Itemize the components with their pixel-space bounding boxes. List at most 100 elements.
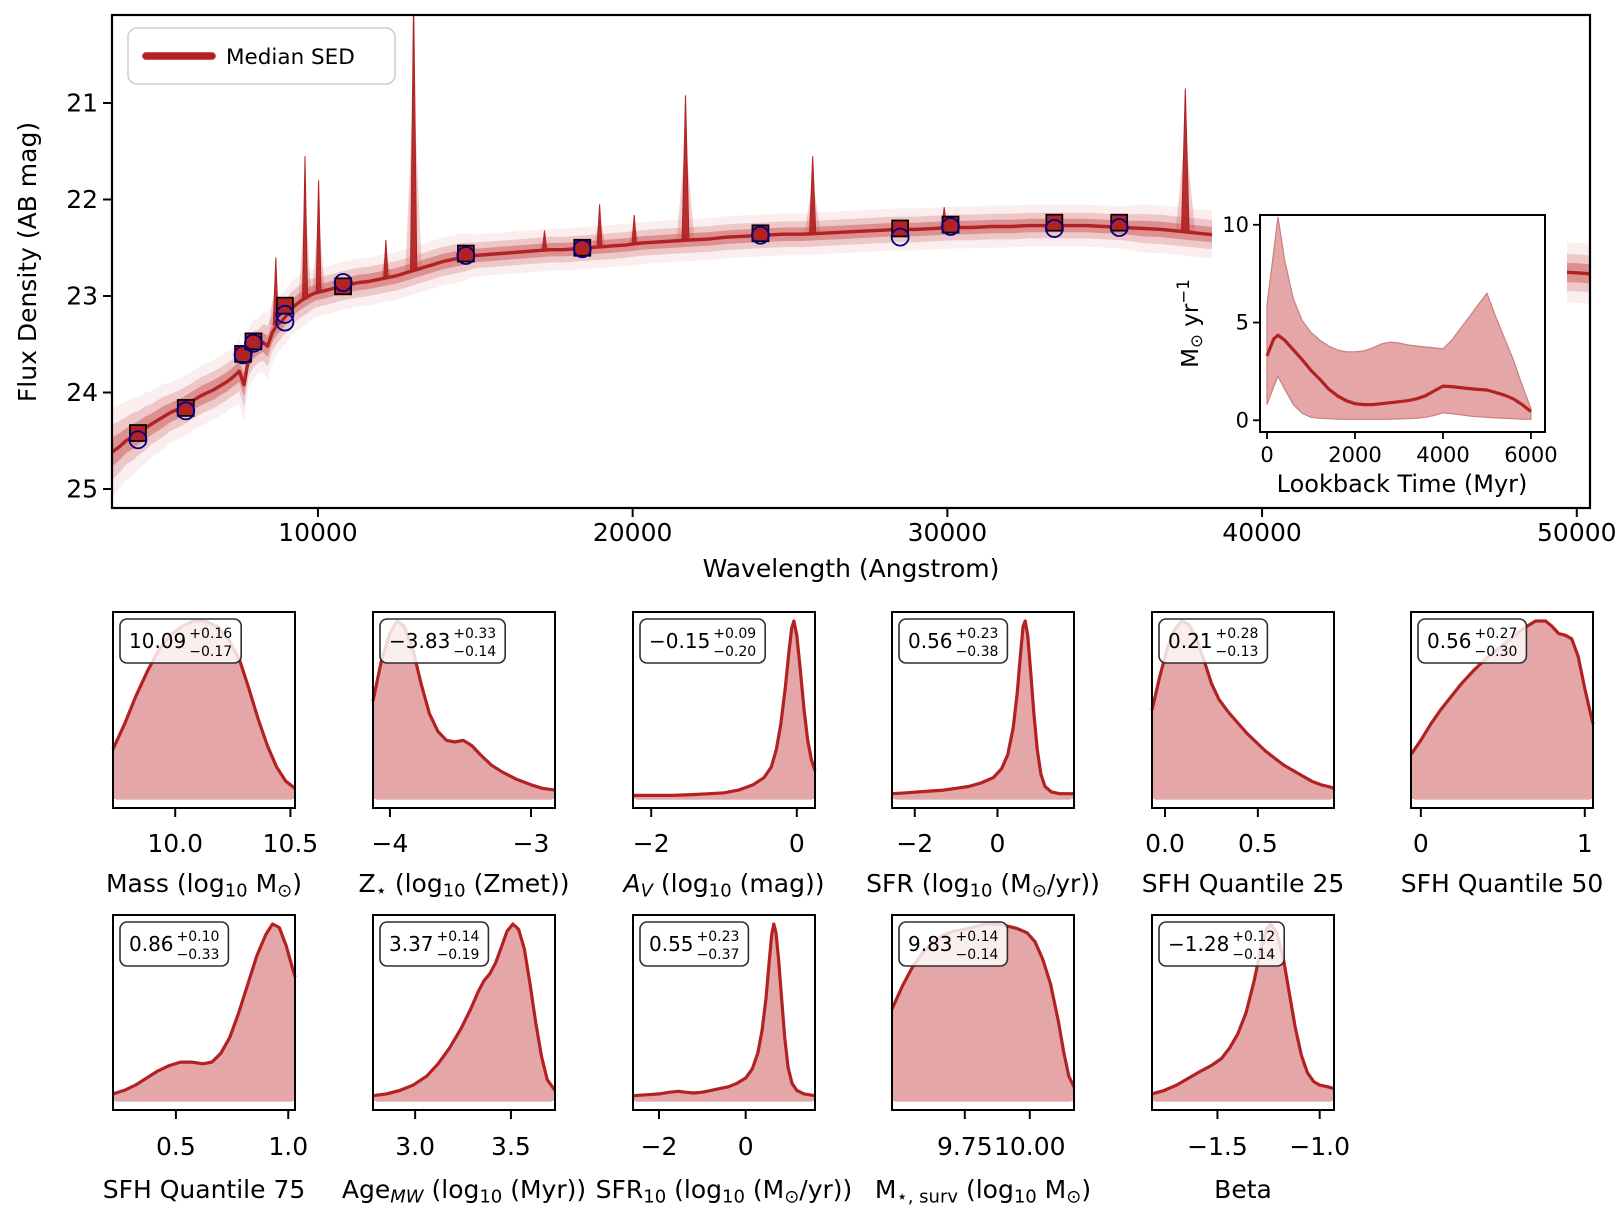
annotation-box (119, 618, 242, 664)
sed-xtick-label: 20000 (593, 518, 673, 547)
panel-axes-box (372, 914, 556, 1111)
emission-spike-6 (596, 204, 603, 248)
panel-axes-box (1151, 914, 1335, 1111)
sed-xtick-label: 30000 (908, 518, 988, 547)
posterior-panel-m_surv: 9.83 +0.14 −0.14 9.75 10.00 M⋆, surv (log10 M… (875, 914, 1091, 1208)
kde-fill (373, 924, 555, 1101)
panel-xtick-label: 3.0 (395, 1132, 435, 1161)
annotation-value: −0.15 (649, 629, 710, 653)
panel-xtick-label: 10.00 (994, 1132, 1066, 1161)
annotation-minus: −0.14 (956, 947, 999, 963)
annotation-minus: −0.13 (1216, 644, 1259, 660)
kde-curve (112, 922, 297, 1096)
posterior-panel-sfr: 0.56 +0.23 −0.38 −2 0 SFR (log10 (M⊙/yr)) (866, 611, 1100, 902)
panel-axis-label-sfh_q75: SFH Quantile 75 (103, 1175, 306, 1204)
inset-ylabel: M⊙ yr−1 (1174, 279, 1206, 368)
emission-spike-2 (315, 180, 322, 293)
observed-photometry-marker-6 (333, 273, 353, 292)
sfh-uncertainty-band (1266, 216, 1532, 420)
kde-fill (113, 621, 295, 799)
sed-ytick-label: 25 (66, 474, 98, 503)
observed-photometry-marker-9 (751, 225, 770, 245)
annotation-value: 0.86 (129, 932, 174, 956)
model-photometry-marker-5 (334, 277, 352, 296)
annotation-box (119, 921, 230, 967)
annotation-plus: +0.27 (1475, 626, 1518, 642)
observed-photometry-marker-4 (275, 304, 295, 324)
annotation-value: 0.21 (1168, 629, 1213, 653)
observed-photometry-marker-12 (1044, 219, 1064, 238)
panel-axis-label-zstar: Z⋆ (log10 (Zmet)) (358, 869, 569, 902)
kde-curve (632, 922, 816, 1098)
panel-axes-box (112, 611, 296, 809)
observed-photometry-marker-0 (128, 430, 148, 450)
sed-ytick-label: 21 (66, 89, 98, 118)
annotation-minus: −0.20 (713, 644, 756, 660)
sed-xtick-label: 40000 (1222, 518, 1302, 547)
kde-fill (373, 621, 555, 799)
inset-ytick-label: 5 (1236, 311, 1249, 335)
annotation-plus: +0.12 (1232, 929, 1275, 945)
posterior-panel-beta: −1.28 +0.12 −0.14 −1.5 −1.0 Beta (1151, 914, 1350, 1204)
annotation-value: −1.28 (1168, 932, 1229, 956)
inset-plot-area (1265, 216, 1532, 420)
panel-xtick-label: −2 (633, 829, 670, 858)
panel-axes-box (891, 611, 1075, 809)
panel-axis-label-age_mw: AgeMW (log10 (Myr)) (342, 1175, 586, 1208)
inset-ytick-label: 0 (1236, 408, 1249, 432)
sfh-median-line (1265, 333, 1532, 413)
annotation-minus: −0.33 (177, 947, 220, 963)
kde-fill (892, 621, 1074, 799)
panel-xtick-label: 3.5 (491, 1132, 531, 1161)
annotation-box (898, 921, 1009, 967)
annotation-value: 0.56 (908, 629, 953, 653)
sed-ytick-label: 23 (66, 281, 98, 310)
posterior-panel-age_mw: 3.37 +0.14 −0.19 3.0 3.5 AgeMW (log10 (Myr)) (342, 914, 586, 1208)
annotation-box (1417, 618, 1528, 664)
sed-ytick-label: 24 (66, 378, 98, 407)
inset-ytick-label: 10 (1222, 213, 1249, 237)
panel-axes-box (112, 914, 296, 1111)
inset-xtick-label: 2000 (1328, 443, 1381, 467)
panel-axis-label-m_surv: M⋆, surv (log10 M⊙) (875, 1175, 1091, 1208)
panel-xtick-label: −3 (513, 829, 550, 858)
panel-axes-box (372, 611, 556, 809)
panel-xtick-label: 0 (990, 829, 1006, 858)
sed-axes-box (110, 13, 1592, 510)
kde-curve (891, 619, 1074, 796)
sfh-inset: 0 2000 4000 6000 0 5 10 M⊙ yr−1 (1174, 207, 1567, 467)
inset-xlabel: Lookback Time (Myr) (1277, 470, 1528, 498)
panel-xtick-label: −4 (372, 829, 409, 858)
panel-xtick-label: 10.5 (263, 829, 319, 858)
annotation-box (1158, 618, 1269, 664)
posterior-panel-sfh_q25: 0.21 +0.28 −0.13 0.0 0.5 SFH Quantile 25 (1142, 611, 1344, 898)
model-photometry-marker-0 (129, 424, 147, 442)
annotation-minus: −0.19 (437, 947, 480, 963)
panel-axes-box (891, 914, 1075, 1111)
panel-axis-label-sfr10: SFR10 (log10 (M⊙/yr)) (596, 1175, 853, 1208)
legend-label: Median SED (226, 45, 355, 70)
panel-xtick-label: 1.0 (268, 1132, 308, 1161)
posterior-panel-av: −0.15 +0.09 −0.20 −2 0 AV (log10 (mag)) (622, 611, 824, 902)
posterior-panel-sfh_q75: 0.86 +0.10 −0.33 0.5 1.0 SFH Quantile 75 (103, 914, 308, 1204)
model-photometry-marker-11 (1045, 213, 1064, 232)
inset-xtick-label: 4000 (1416, 443, 1469, 467)
annotation-value: 10.09 (129, 629, 186, 653)
panel-xtick-label: 10.0 (147, 829, 203, 858)
panel-xtick-label: 0.5 (1238, 829, 1278, 858)
observed-photometry-marker-10 (890, 227, 910, 247)
panel-xtick-label: 0 (738, 1132, 754, 1161)
panel-axis-label-sfh_q50: SFH Quantile 50 (1401, 869, 1604, 898)
observed-photometry-marker-8 (572, 239, 592, 259)
observed-photometry-marker-7 (456, 246, 476, 265)
annotation-box (379, 921, 490, 967)
annotation-value: 9.83 (908, 932, 953, 956)
annotation-box (639, 618, 766, 664)
annotation-minus: −0.37 (697, 947, 740, 963)
emission-spike-3 (383, 239, 389, 279)
observed-photometry-marker-1 (176, 401, 196, 421)
emission-spike-7 (631, 214, 637, 245)
annotation-box (898, 618, 1009, 664)
